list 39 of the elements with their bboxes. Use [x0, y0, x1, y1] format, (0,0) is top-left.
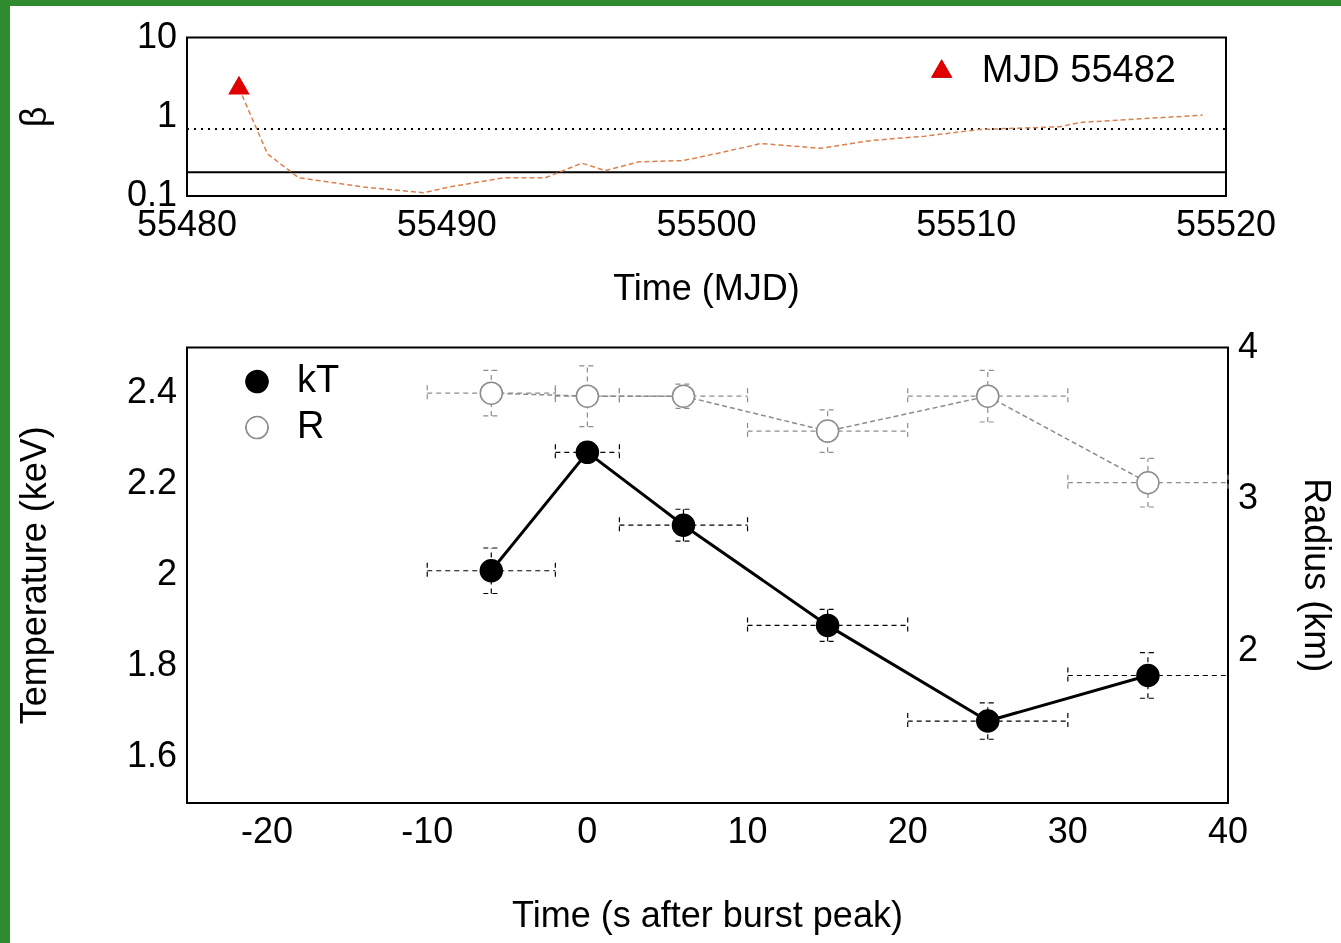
y-tick-label: 2 — [156, 552, 177, 594]
x-tick-label: 30 — [1047, 809, 1088, 851]
y2-tick-label: 4 — [1238, 324, 1259, 366]
x-tick-label: 55490 — [396, 202, 497, 244]
legend-label: R — [297, 404, 325, 447]
y-tick-label: 1.8 — [126, 643, 177, 685]
y-tick-label: 1.6 — [126, 734, 177, 776]
y2-tick-label: 2 — [1238, 628, 1259, 670]
x-axis-title: Time (MJD) — [613, 267, 800, 309]
point — [479, 559, 504, 583]
point — [1136, 470, 1160, 495]
y-tick-label: 1 — [156, 93, 177, 135]
legend-label: MJD 55482 — [981, 48, 1176, 91]
point — [815, 613, 840, 638]
legend-label: kT — [297, 358, 340, 401]
y2-axis-title: Radius (km) — [1297, 478, 1339, 673]
point — [815, 419, 840, 443]
point — [575, 384, 600, 408]
x-tick-label: 0 — [577, 809, 598, 851]
x-tick-label: 40 — [1207, 809, 1249, 851]
y-tick-label: 2.4 — [126, 370, 177, 412]
point — [976, 384, 1000, 408]
y-axis-title: Temperature (keV) — [12, 426, 54, 725]
x-tick-label: 55510 — [916, 202, 1017, 244]
x-tick-label: 20 — [887, 809, 928, 851]
y2-tick-label: 3 — [1238, 476, 1259, 518]
point — [976, 709, 1000, 733]
point — [479, 381, 504, 405]
x-tick-label: 55500 — [656, 202, 757, 244]
x-tick-label: 55520 — [1175, 202, 1277, 244]
x-axis-title: Time (s after burst peak) — [512, 894, 903, 936]
x-tick-label: 10 — [727, 809, 768, 851]
x-tick-label: -20 — [241, 809, 294, 851]
y-tick-label: 10 — [136, 14, 177, 56]
point — [671, 513, 696, 537]
y-tick-label: 2.2 — [126, 461, 177, 503]
x-tick-label: -10 — [401, 809, 454, 851]
y-axis-title: β — [12, 106, 54, 128]
point — [1136, 663, 1160, 688]
